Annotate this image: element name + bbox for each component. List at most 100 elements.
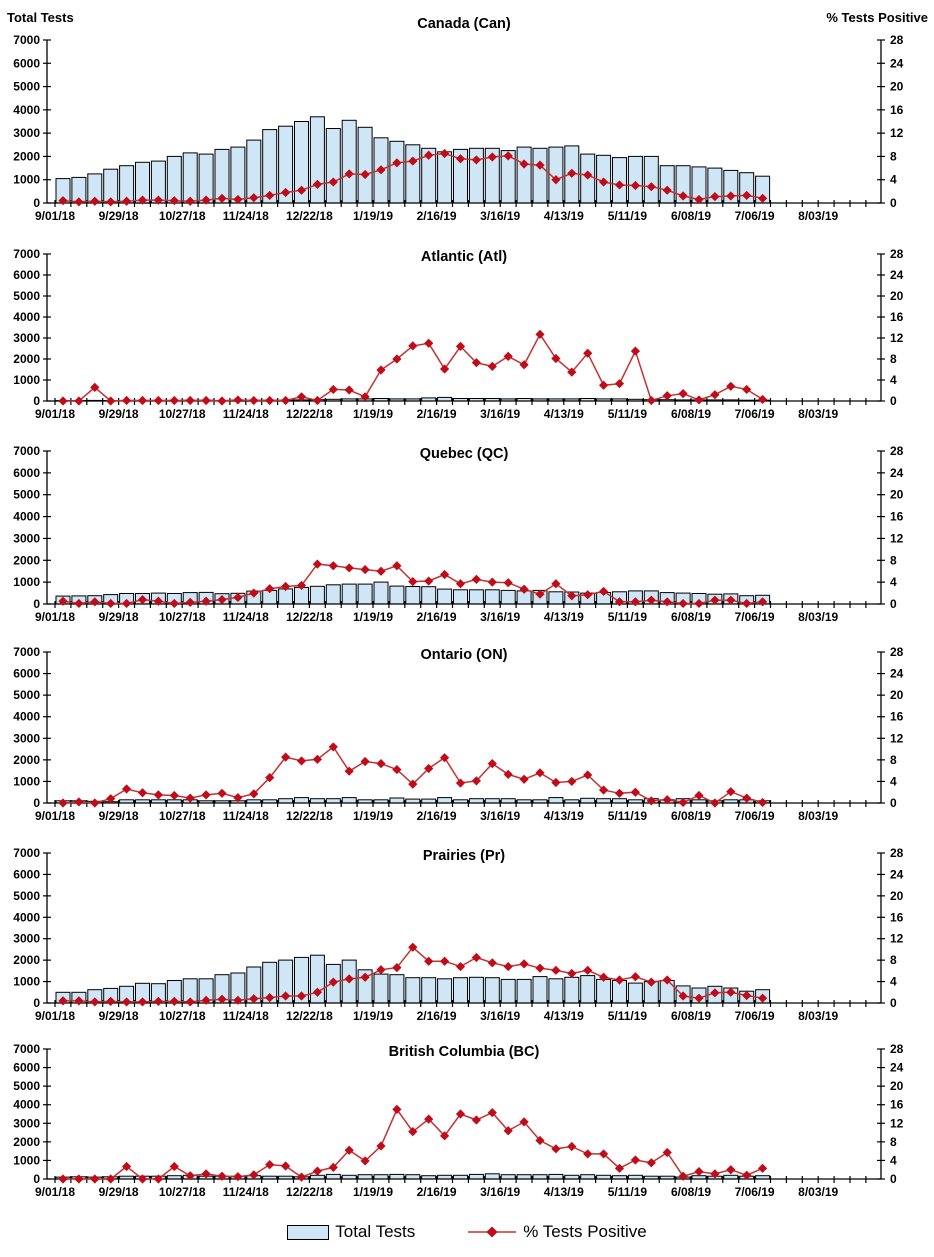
pct-positive-marker: [74, 1174, 84, 1184]
pct-positive-marker: [106, 598, 116, 609]
pct-positive-marker: [328, 977, 338, 987]
x-tick-label: 9/01/18: [35, 407, 75, 421]
total-tests-bar: [341, 583, 357, 605]
x-tick-label: 6/08/19: [671, 1009, 711, 1023]
pct-positive-marker: [376, 165, 386, 175]
pct-positive-marker: [440, 364, 450, 374]
total-tests-bar: [627, 982, 643, 1004]
x-tick-label: 7/06/19: [735, 610, 775, 624]
x-tick-label: 1/19/19: [353, 809, 393, 823]
pct-positive-marker: [662, 597, 672, 607]
pct-positive-marker: [726, 381, 736, 391]
pct-positive-marker: [106, 996, 116, 1006]
pct-positive-marker: [551, 777, 561, 788]
markers-pct-positive: [58, 1104, 768, 1184]
left-tick-label: 2000: [13, 553, 40, 567]
right-tick-label: 28: [890, 444, 904, 458]
pct-positive-marker: [614, 180, 625, 190]
pct-positive-marker: [376, 566, 386, 576]
pct-positive-marker: [440, 569, 450, 580]
pct-positive-marker: [614, 597, 625, 607]
x-tick-label: 3/16/19: [480, 407, 520, 421]
x-tick-label: 4/13/19: [544, 610, 584, 624]
pct-positive-marker: [758, 797, 768, 808]
pct-positive-marker: [599, 586, 609, 597]
right-tick-label: 12: [890, 126, 904, 140]
pct-positive-marker: [503, 769, 513, 780]
left-tick-label: 7000: [13, 645, 40, 659]
pct-positive-marker: [328, 742, 338, 752]
pct-positive-marker: [90, 1174, 100, 1184]
pct-positive-marker: [758, 597, 768, 607]
total-tests-bar: [453, 977, 468, 1004]
pct-positive-marker: [646, 796, 656, 806]
pct-positive-marker: [694, 993, 704, 1003]
total-tests-bar: [357, 583, 373, 605]
left-tick-label: 2000: [13, 953, 40, 967]
total-tests-bar: [516, 146, 532, 204]
total-tests-bar: [166, 155, 182, 204]
total-tests-bar: [659, 165, 675, 204]
pct-positive-marker: [90, 597, 100, 607]
x-tick-label: 9/01/18: [35, 1009, 75, 1023]
x-tick-label: 4/13/19: [544, 407, 584, 421]
pct-positive-marker: [74, 396, 84, 406]
left-tick-label: 7000: [13, 247, 40, 261]
left-tick-label: 2000: [13, 1135, 40, 1149]
right-tick-label: 0: [890, 597, 897, 611]
total-tests-bar: [484, 977, 500, 1004]
pct-positive-marker: [122, 1161, 132, 1172]
pct-positive-marker: [567, 968, 577, 979]
right-tick-label: 16: [890, 310, 904, 324]
pct-positive-marker: [424, 576, 434, 586]
pct-positive-marker: [678, 797, 688, 808]
axes: [46, 853, 882, 1004]
pct-positive-marker: [630, 787, 640, 797]
pct-positive-marker: [153, 596, 163, 606]
pct-positive-marker: [217, 788, 227, 798]
legend-item-total-tests: Total Tests: [287, 1222, 415, 1242]
pct-positive-marker: [344, 169, 354, 179]
left-tick-label: 4000: [13, 710, 40, 724]
axis-labels: 0 1000 2000 3000 4000 5000 6000 7000 0 4 8 12 16 20 24…: [13, 1042, 903, 1199]
axis-labels: 0 1000 2000 3000 4000 5000 6000 7000 0 4 8 12 16 20 24…: [13, 846, 903, 1023]
left-tick-label: 6000: [13, 268, 40, 282]
pct-positive-marker: [503, 151, 513, 161]
left-tick-label: 7000: [13, 1042, 40, 1056]
pct-positive-marker: [169, 395, 179, 406]
pct-positive-marker: [376, 965, 386, 975]
pct-positive-marker: [424, 763, 434, 774]
pct-positive-marker: [551, 353, 561, 364]
pct-positive-marker: [185, 997, 195, 1007]
axis-ticks: [43, 651, 885, 807]
pct-positive-marker: [503, 351, 513, 361]
left-tick-label: 5000: [13, 1079, 40, 1093]
axis-ticks: [43, 253, 885, 405]
total-tests-bar: [294, 797, 309, 804]
pct-positive-marker: [710, 595, 720, 605]
chart-title: Atlantic (Atl): [421, 249, 507, 265]
axes: [46, 40, 882, 204]
pct-positive-marker: [122, 196, 132, 206]
pct-positive-marker: [312, 395, 322, 406]
x-tick-label: 7/06/19: [735, 1009, 775, 1023]
pct-positive-marker: [535, 589, 545, 599]
pct-positive-marker: [583, 348, 593, 358]
pct-positive-marker: [535, 329, 545, 339]
left-tick-label: 5000: [13, 488, 40, 502]
line-pct-positive: [62, 745, 763, 804]
x-tick-label: 11/24/18: [223, 1009, 269, 1023]
pct-positive-marker: [742, 190, 752, 201]
pct-positive-marker: [630, 346, 640, 356]
total-tests-bar: [437, 588, 453, 605]
pct-positive-marker: [344, 766, 354, 776]
panel-quebec-qc-: 0 1000 2000 3000 4000 5000 6000 7000 0 4 8 12 16 20 24…: [13, 444, 903, 624]
x-tick-label: 9/29/18: [99, 809, 139, 823]
pct-positive-marker: [153, 996, 163, 1006]
right-axis-title: % Tests Positive: [826, 10, 928, 25]
total-tests-bar: [643, 155, 659, 204]
pct-positive-marker: [678, 389, 688, 399]
pct-positive-marker: [726, 987, 736, 997]
pct-positive-marker: [646, 182, 656, 192]
left-tick-label: 7000: [13, 33, 40, 47]
